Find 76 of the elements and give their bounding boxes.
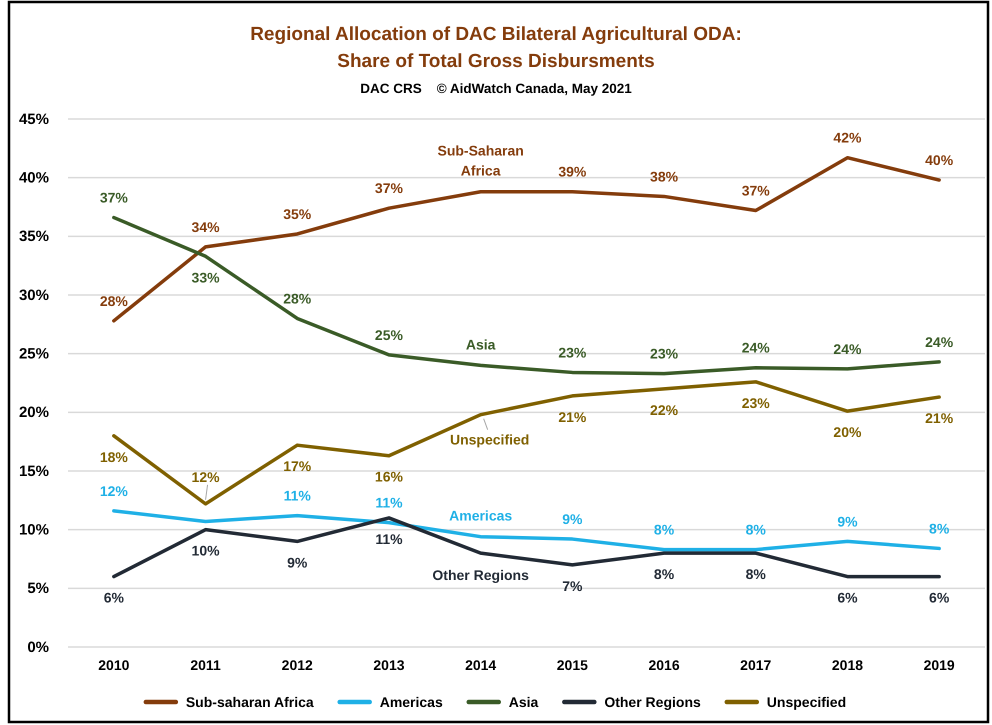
- y-tick-label: 0%: [27, 638, 49, 656]
- data-label: 8%: [654, 566, 675, 582]
- data-label: 23%: [558, 344, 587, 360]
- x-tick-label: 2018: [832, 656, 864, 673]
- data-label: 42%: [833, 130, 862, 146]
- y-tick-label: 20%: [18, 404, 49, 422]
- x-tick-label: 2012: [282, 656, 314, 673]
- data-label: 40%: [925, 152, 954, 168]
- data-label: 6%: [837, 590, 858, 606]
- data-label: 18%: [100, 448, 128, 465]
- data-label: 11%: [375, 494, 404, 511]
- data-label: 23%: [650, 346, 679, 362]
- data-label: 28%: [283, 290, 312, 306]
- x-tick-label: 2011: [190, 656, 221, 673]
- legend-label: Sub-saharan Africa: [186, 694, 314, 710]
- annotation: Americas: [449, 508, 512, 524]
- data-label: 9%: [562, 511, 584, 528]
- x-tick-label: 2013: [373, 656, 405, 673]
- legend-label: Asia: [508, 694, 539, 710]
- data-label: 12%: [192, 468, 220, 485]
- data-label: 24%: [833, 340, 862, 357]
- data-label: 11%: [375, 530, 404, 547]
- legend-label: Americas: [380, 694, 443, 710]
- data-label: 6%: [104, 590, 125, 606]
- annotation: Asia: [466, 336, 496, 352]
- y-tick-label: 15%: [18, 462, 49, 480]
- annotation: Other Regions: [432, 567, 530, 584]
- y-tick-label: 5%: [27, 580, 49, 598]
- annotation: Sub-Saharan Africa: [437, 142, 524, 179]
- y-tick-label: 40%: [18, 169, 49, 186]
- legend-label: Unspecified: [766, 694, 846, 710]
- data-label: 17%: [283, 458, 312, 474]
- data-label: 8%: [746, 566, 766, 582]
- data-label: 39%: [558, 164, 587, 180]
- data-label: 35%: [283, 206, 312, 222]
- data-label: 6%: [929, 590, 950, 606]
- data-label: 23%: [742, 394, 770, 411]
- y-tick-label: 30%: [18, 286, 49, 304]
- y-tick-label: 45%: [18, 110, 49, 128]
- data-label: 21%: [558, 408, 587, 425]
- data-label: 28%: [100, 292, 128, 309]
- y-tick-label: 25%: [18, 345, 49, 362]
- data-label: 22%: [650, 402, 679, 418]
- y-tick-label: 10%: [18, 521, 49, 538]
- data-label: 9%: [837, 513, 858, 530]
- data-label: 10%: [192, 542, 220, 559]
- data-label: 8%: [746, 522, 766, 538]
- data-label: 16%: [374, 468, 404, 485]
- legend-label: Other Regions: [604, 694, 701, 710]
- chart-title: Regional Allocation of DAC Bilateral Agricultural ODA: Share of Total Gross Disbursments: [250, 24, 742, 72]
- data-label: 37%: [100, 190, 128, 206]
- data-label: 12%: [100, 482, 128, 499]
- x-tick-label: 2019: [924, 656, 955, 673]
- data-label: 33%: [192, 269, 220, 286]
- data-label: 11%: [284, 488, 312, 504]
- data-label: 25%: [374, 326, 404, 343]
- data-label: 34%: [192, 218, 220, 235]
- data-label: 9%: [287, 554, 308, 570]
- y-tick-label: 35%: [18, 228, 49, 246]
- data-label: 37%: [742, 182, 770, 199]
- x-tick-label: 2010: [98, 656, 130, 673]
- data-label: 24%: [925, 334, 954, 350]
- data-label: 24%: [742, 340, 770, 356]
- data-label: 21%: [925, 410, 954, 426]
- x-tick-label: 2016: [648, 656, 680, 673]
- chart-subtitle: DAC CRS © AidWatch Canada, May 2021: [360, 81, 632, 96]
- x-tick-label: 2014: [465, 656, 496, 673]
- data-label: 8%: [929, 520, 950, 536]
- annotation: Unspecified: [450, 432, 530, 448]
- data-label: 38%: [650, 168, 679, 184]
- data-label: 7%: [562, 578, 584, 594]
- x-tick-label: 2017: [740, 656, 772, 673]
- x-tick-label: 2015: [556, 656, 588, 673]
- data-label: 20%: [833, 424, 862, 440]
- data-label: 8%: [654, 522, 675, 538]
- data-label: 37%: [374, 180, 404, 196]
